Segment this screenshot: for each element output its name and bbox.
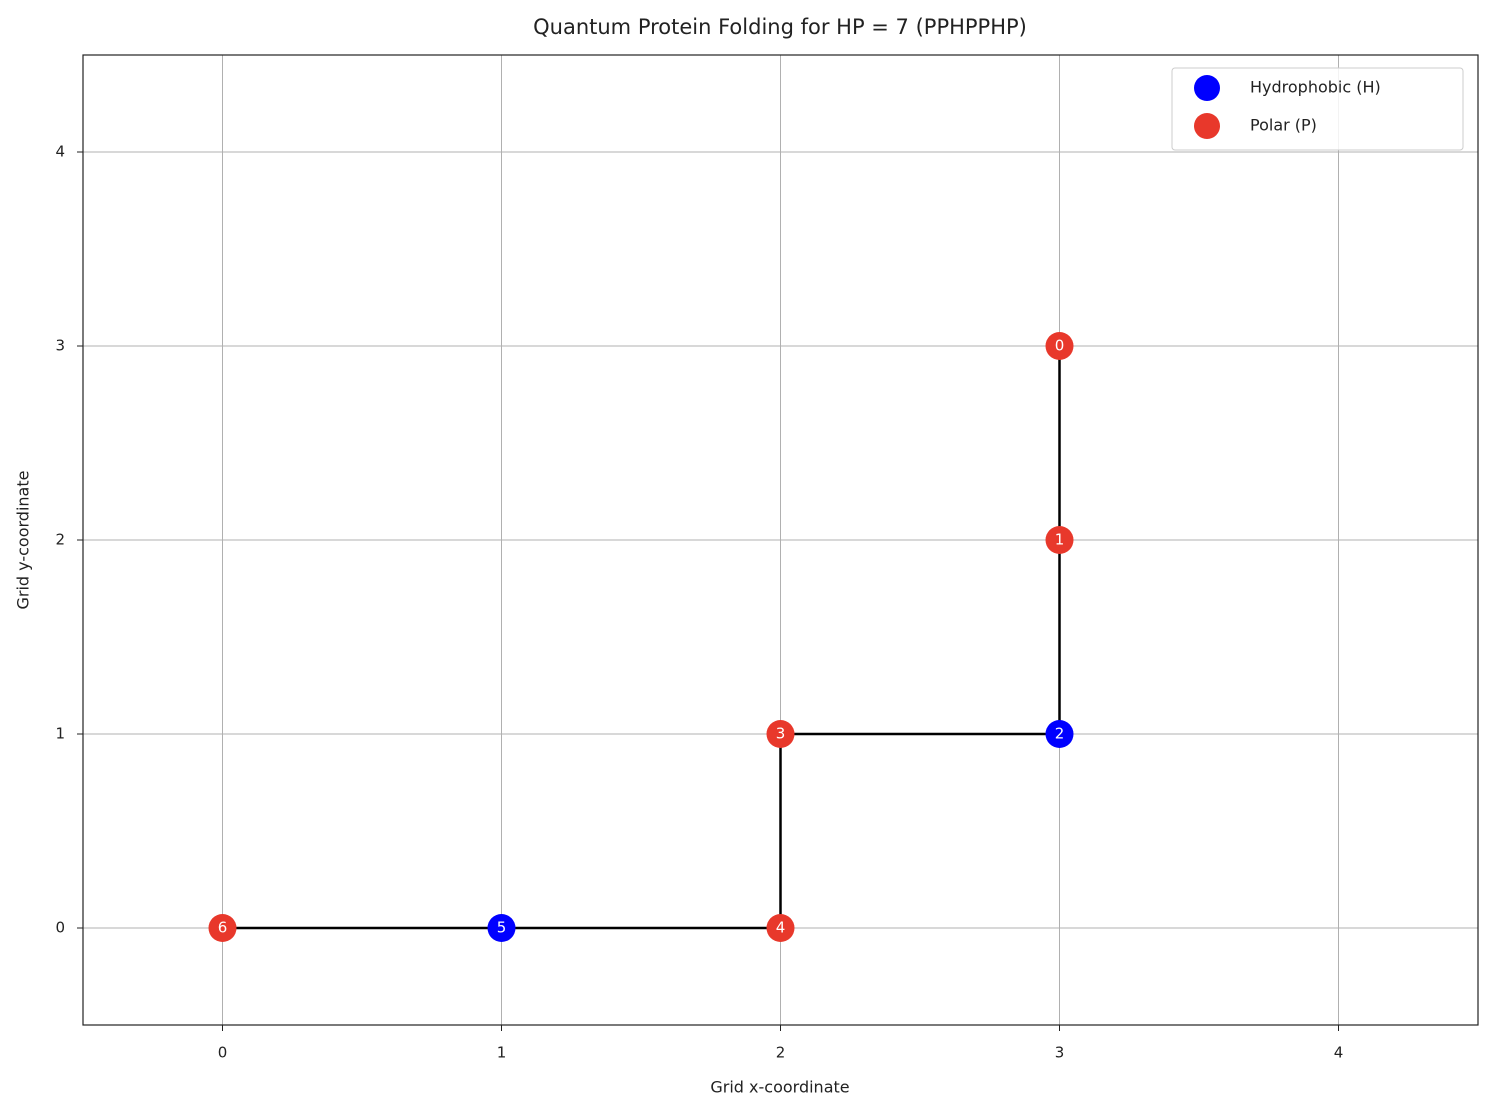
legend-marker [1194,75,1220,101]
residue-marker [1045,720,1074,748]
y-tick-label: 4 [55,143,65,161]
residue-marker [487,914,516,942]
residue-marker [766,914,795,942]
residue-marker [766,720,795,748]
y-tick-label: 3 [55,337,65,355]
y-tick-label: 1 [55,725,65,743]
residue-label: 4 [776,919,786,937]
y-axis-label: Grid y-coordinate [14,471,33,610]
y-tick-label: 2 [55,531,65,549]
x-tick-label: 0 [218,1044,228,1062]
legend-marker [1194,113,1220,139]
x-axis-label: Grid x-coordinate [710,1078,849,1097]
residue-label: 0 [1055,337,1065,355]
legend-label: Hydrophobic (H) [1250,78,1381,97]
x-tick-label: 2 [776,1044,786,1062]
legend-label: Polar (P) [1250,116,1317,135]
x-tick-label: 4 [1334,1044,1344,1062]
residue-marker [1045,526,1074,554]
legend-box [1171,67,1464,151]
residue-marker [1045,332,1074,360]
y-tick-label: 0 [55,919,65,937]
residue-label: 6 [218,919,228,937]
residue-marker [208,914,237,942]
x-tick-label: 1 [497,1044,507,1062]
residue-label: 5 [497,919,507,937]
x-tick-label: 3 [1055,1044,1065,1062]
plot-frame [82,54,1479,1026]
residue-label: 1 [1055,531,1065,549]
chart-title: Quantum Protein Folding for HP = 7 (PPHP… [533,15,1027,39]
residue-label: 2 [1055,725,1065,743]
residue-label: 3 [776,725,786,743]
